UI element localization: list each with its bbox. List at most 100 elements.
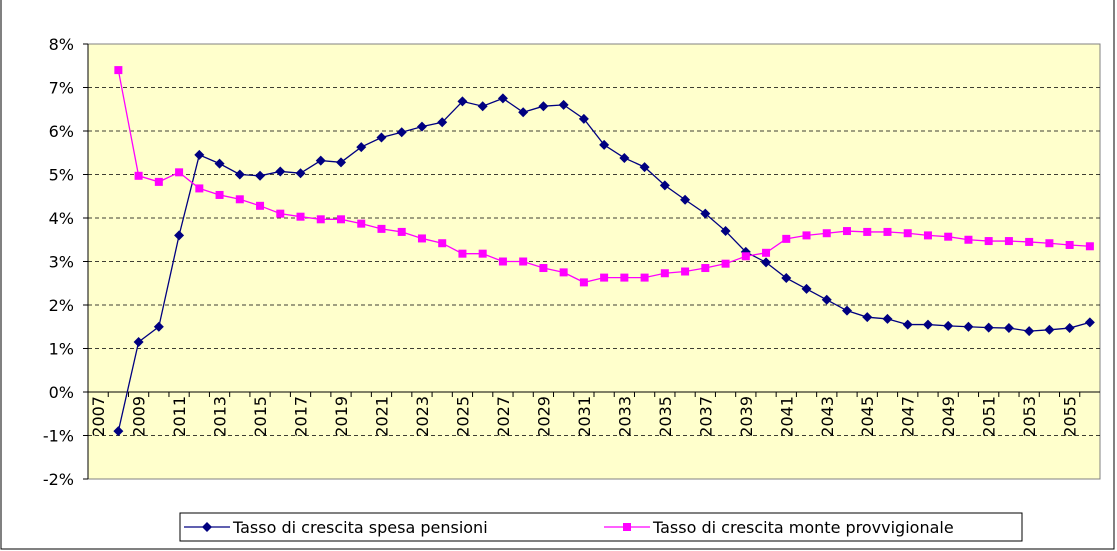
legend-label: Tasso di crescita spesa pensioni — [232, 518, 488, 537]
point — [397, 227, 406, 236]
point — [762, 248, 771, 257]
point — [457, 96, 468, 107]
point — [416, 121, 427, 132]
point — [154, 177, 163, 186]
point — [417, 234, 426, 243]
point — [1084, 317, 1095, 328]
point — [701, 264, 710, 273]
point — [1065, 240, 1074, 249]
point — [518, 107, 529, 118]
point — [963, 321, 974, 332]
y-tick-label: 2% — [49, 296, 74, 315]
point — [600, 273, 609, 282]
point — [1064, 323, 1075, 334]
point — [720, 226, 731, 237]
point — [579, 278, 588, 287]
point — [862, 312, 873, 323]
point — [458, 249, 467, 258]
point — [801, 283, 812, 294]
point — [1003, 323, 1014, 334]
point — [256, 201, 265, 210]
x-tick-label: 2051 — [980, 396, 999, 437]
point — [235, 195, 244, 204]
point — [681, 267, 690, 276]
point — [822, 229, 831, 238]
point — [1024, 326, 1035, 337]
point — [1044, 324, 1055, 335]
point — [558, 99, 569, 110]
point — [276, 209, 285, 218]
point — [741, 252, 750, 261]
point — [214, 158, 225, 169]
y-tick-label: 6% — [49, 122, 74, 141]
point — [134, 171, 143, 180]
x-tick-label: 2053 — [1020, 396, 1039, 437]
point — [1025, 237, 1034, 246]
point — [620, 273, 629, 282]
point — [944, 232, 953, 241]
x-tick-label: 2039 — [737, 396, 756, 437]
y-tick-label: 7% — [49, 79, 74, 98]
point — [781, 273, 792, 284]
point — [882, 313, 893, 324]
point — [619, 152, 630, 163]
point — [659, 180, 670, 191]
point — [195, 184, 204, 193]
point — [215, 190, 224, 199]
point — [1004, 237, 1013, 246]
x-tick-label: 2017 — [292, 396, 311, 437]
x-tick-label: 2031 — [575, 396, 594, 437]
x-tick-label: 2055 — [1061, 396, 1080, 437]
point — [599, 139, 610, 150]
x-tick-label: 2025 — [453, 396, 472, 437]
point — [194, 149, 205, 160]
legend-marker — [623, 523, 631, 531]
point — [842, 305, 852, 316]
point — [275, 166, 286, 177]
x-tick-label: 2043 — [818, 396, 837, 437]
x-tick-label: 2045 — [858, 396, 877, 437]
point — [376, 132, 387, 143]
point — [336, 157, 346, 168]
point — [234, 169, 245, 180]
point — [438, 239, 447, 248]
legend — [179, 512, 1023, 542]
x-tick-label: 2021 — [372, 396, 391, 437]
y-tick-label: 0% — [49, 383, 74, 402]
point — [337, 215, 345, 224]
legend-marker — [202, 522, 212, 532]
point — [821, 294, 832, 305]
x-tick-label: 2011 — [170, 396, 189, 437]
point — [902, 319, 913, 330]
point — [498, 257, 507, 266]
point — [843, 227, 851, 236]
point — [437, 117, 448, 128]
point — [559, 268, 568, 277]
point — [802, 231, 811, 240]
point — [660, 269, 669, 278]
y-tick-label: -1% — [43, 427, 74, 446]
x-tick-label: 2023 — [413, 396, 432, 437]
point — [315, 155, 326, 166]
x-tick-label: 2007 — [89, 396, 108, 437]
point — [113, 426, 124, 437]
point — [519, 257, 528, 266]
point — [984, 237, 993, 246]
point — [296, 212, 305, 221]
point — [640, 273, 649, 282]
y-tick-label: 4% — [49, 209, 74, 228]
x-tick-label: 2015 — [251, 396, 270, 437]
y-tick-label: -2% — [43, 470, 74, 489]
point — [357, 219, 366, 228]
y-tick-label: 1% — [49, 340, 74, 359]
x-tick-label: 2027 — [494, 396, 513, 437]
point — [680, 194, 691, 205]
point — [175, 168, 184, 177]
point — [700, 208, 711, 219]
point — [377, 224, 386, 233]
point — [923, 231, 932, 240]
x-tick-label: 2029 — [534, 396, 553, 437]
x-tick-label: 2041 — [777, 396, 796, 437]
point — [255, 170, 266, 181]
